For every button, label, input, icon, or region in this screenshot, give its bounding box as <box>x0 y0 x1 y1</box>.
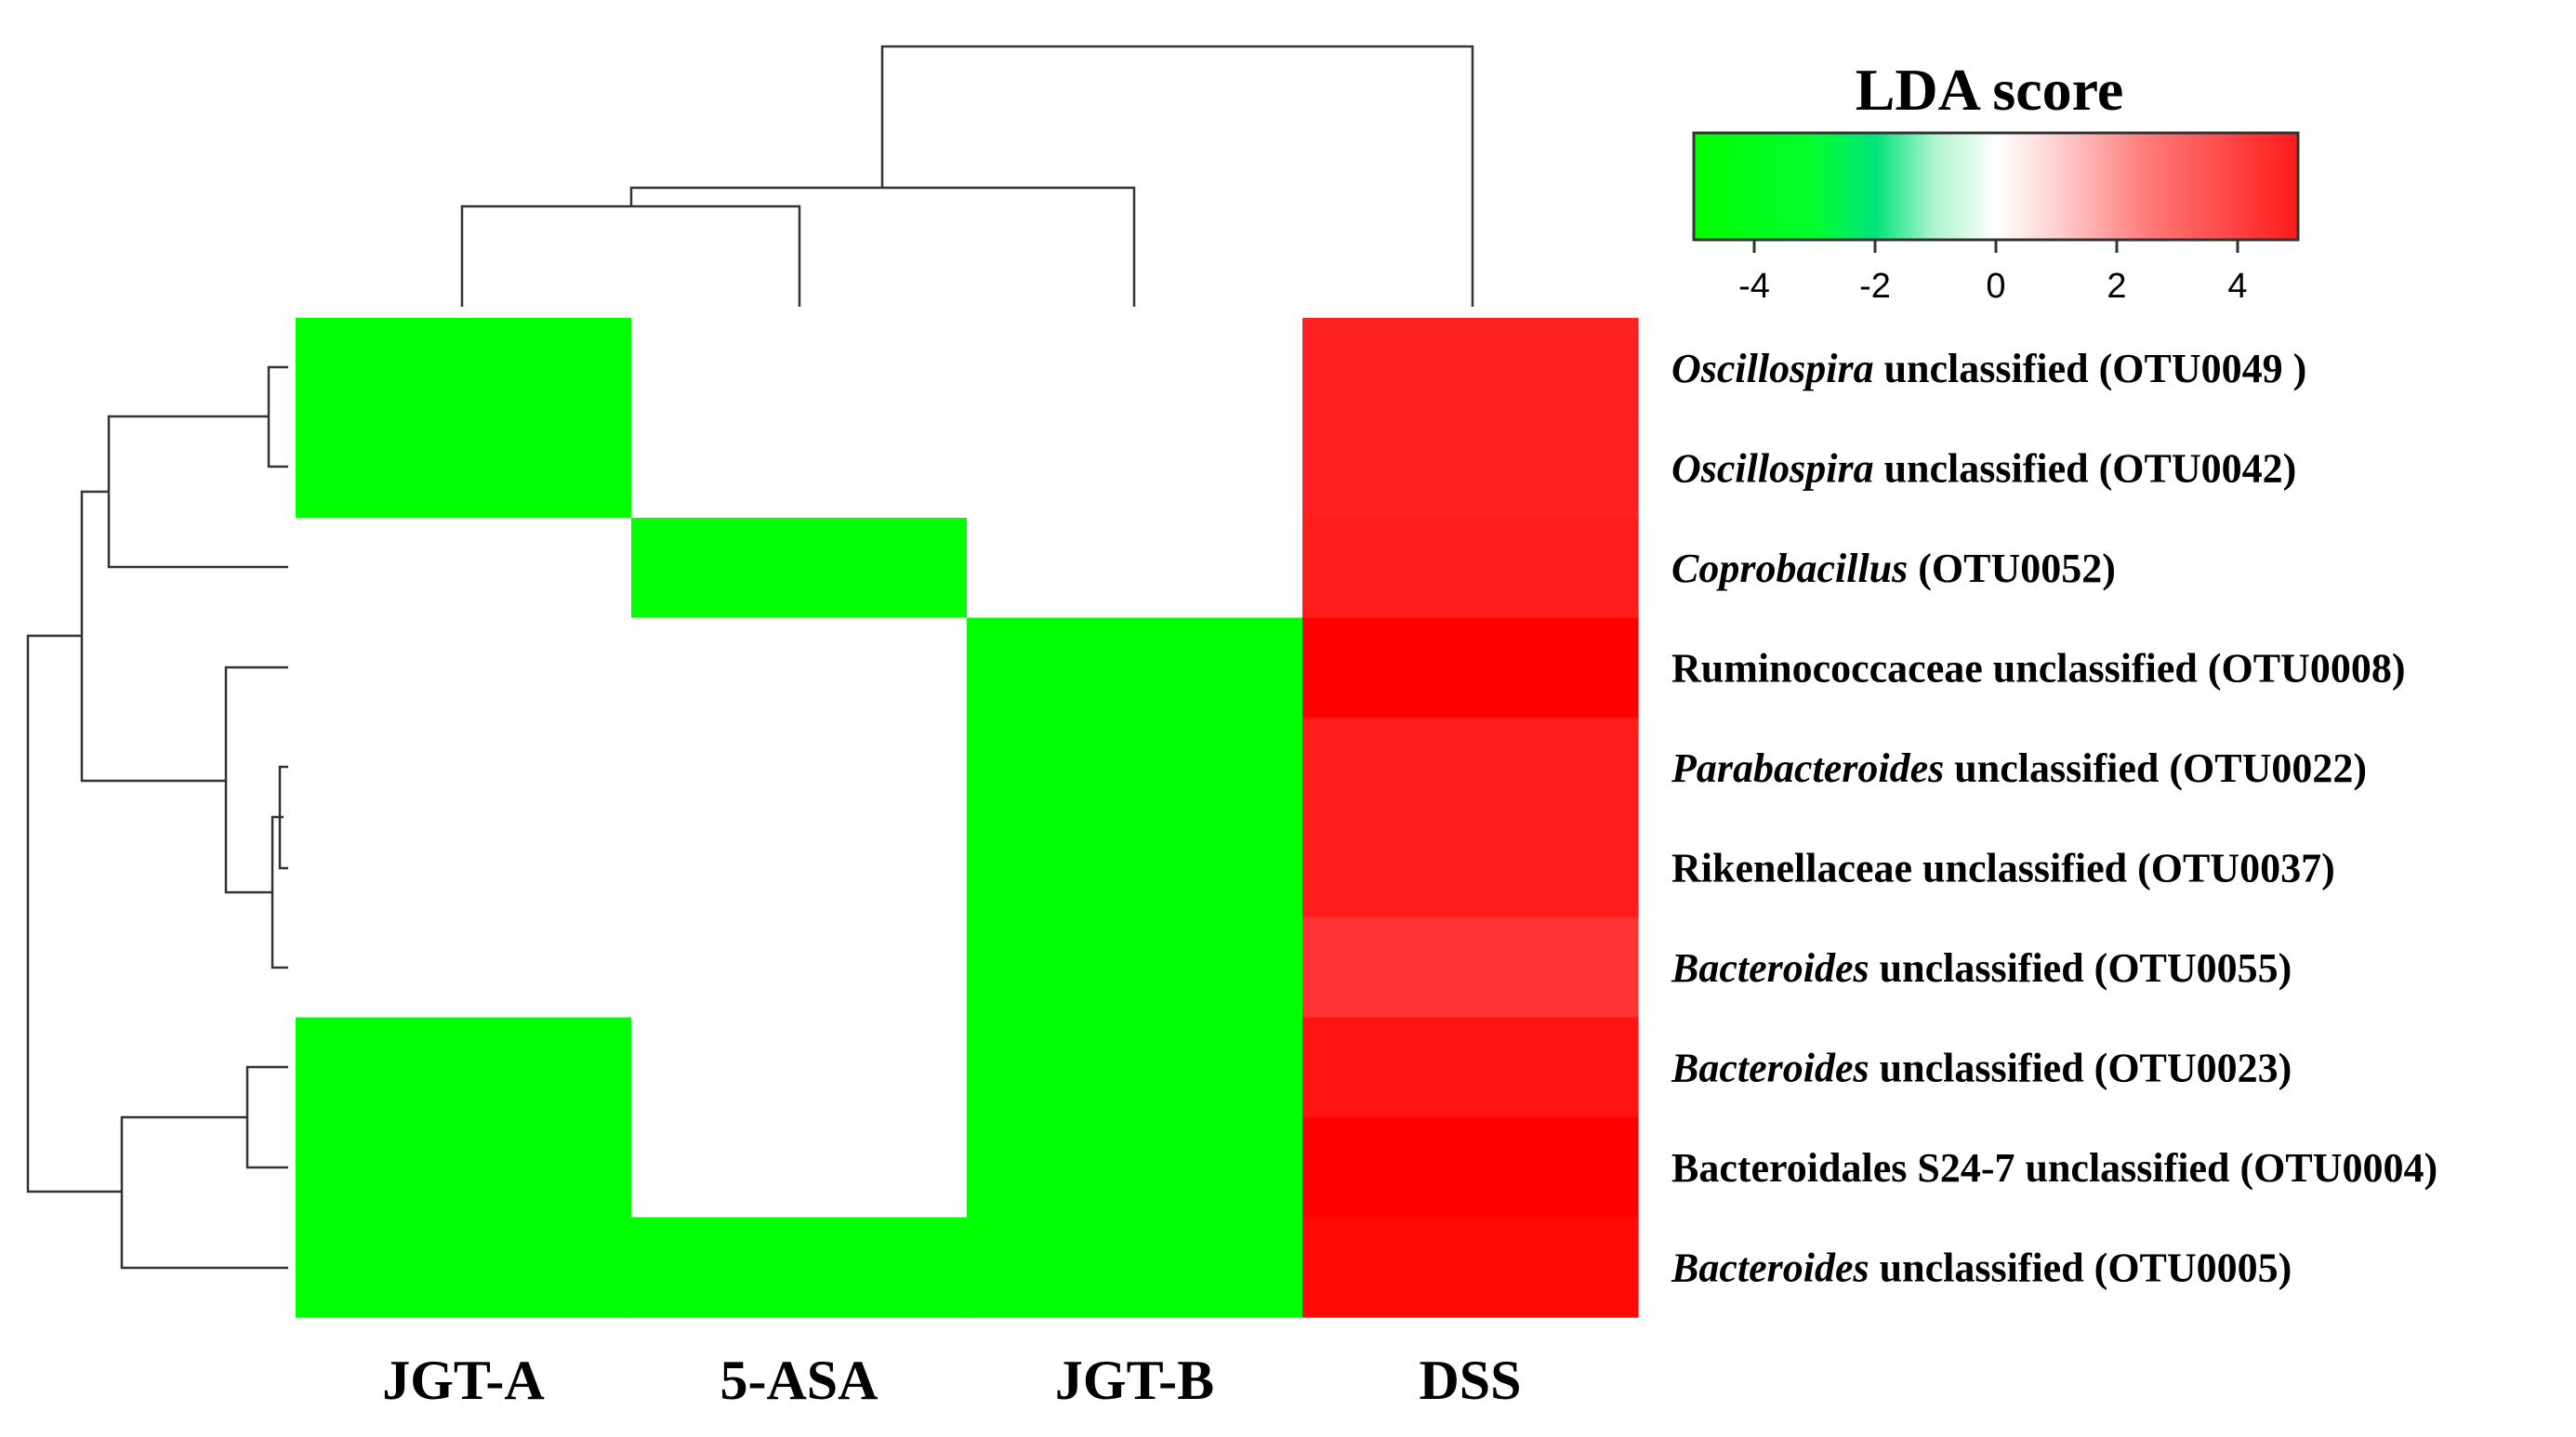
heatmap-cell <box>296 718 632 819</box>
heatmap-cell <box>1302 1117 1639 1219</box>
heatmap-cell <box>967 518 1303 619</box>
heatmap-cell <box>296 617 632 718</box>
colorbar-tick-label: -2 <box>1859 267 1891 306</box>
heatmap-cell <box>1302 718 1639 819</box>
heatmap-cell <box>967 917 1303 1019</box>
heatmap-cell <box>631 1117 968 1219</box>
column-labels: JGT-A 5-ASA JGT-B DSS <box>382 1350 1521 1411</box>
colorbar-gradient <box>1692 131 2300 242</box>
heatmap-cell <box>1302 817 1639 918</box>
column-dendrogram <box>460 45 1474 307</box>
heatmap-cell <box>967 1217 1303 1318</box>
heatmap-cell <box>296 318 632 419</box>
colorbar-tick-label: 4 <box>2227 267 2247 306</box>
col-dendro-branch <box>880 45 1474 307</box>
colorbar-tick-label: 2 <box>2107 267 2126 306</box>
heatmap-cell <box>631 917 968 1019</box>
colorbar-tick-label: 0 <box>1986 267 2005 306</box>
heatmap-cell <box>631 617 968 718</box>
row-label: Oscillospira unclassified (OTU0042) <box>1671 445 2296 491</box>
row-dendro-branch <box>107 415 288 569</box>
heatmap-cell <box>631 417 968 519</box>
row-dendro-branch <box>267 365 288 468</box>
column-label: DSS <box>1419 1350 1521 1411</box>
row-label: Ruminococcaceae unclassified (OTU0008) <box>1671 645 2405 691</box>
heatmap-cell <box>631 817 968 918</box>
row-label: Bacteroides unclassified (OTU0055) <box>1671 945 2292 991</box>
heatmap-cell <box>1302 617 1639 718</box>
row-labels: Oscillospira unclassified (OTU0049 ) Osci… <box>1671 346 2437 1291</box>
colorbar-title: LDA score <box>1856 57 2124 123</box>
heatmap-cell <box>1302 917 1639 1019</box>
heatmap-cell <box>1302 318 1639 419</box>
col-dendro-branch <box>460 204 801 307</box>
heatmap-cell <box>1302 1017 1639 1118</box>
heatmap-cells <box>296 318 1639 1318</box>
heatmap-cell <box>967 817 1303 918</box>
row-dendrogram <box>26 365 288 1270</box>
heatmap-cell <box>296 917 632 1019</box>
heatmap-cell <box>296 1017 632 1118</box>
heatmap-cell <box>967 417 1303 519</box>
heatmap-cell <box>967 718 1303 819</box>
heatmap-cell <box>1302 417 1639 519</box>
heatmap-cell <box>296 817 632 918</box>
heatmap-cell <box>296 1117 632 1219</box>
heatmap-cell <box>967 318 1303 419</box>
colorbar-tick-label: -4 <box>1738 267 1770 306</box>
color-key: LDA score -4 -2 0 2 4 <box>1692 57 2300 306</box>
colorbar-ticks: -4 -2 0 2 4 <box>1738 240 2248 306</box>
row-label: Parabacteroides unclassified (OTU0022) <box>1671 745 2367 791</box>
heatmap-cell <box>967 1017 1303 1118</box>
row-label: Rikenellaceae unclassified (OTU0037) <box>1671 845 2335 890</box>
heatmap-cell <box>967 617 1303 718</box>
heatmap-cell <box>296 417 632 519</box>
row-dendro-branch <box>120 1115 288 1270</box>
heatmap-cell <box>967 1117 1303 1219</box>
row-label: Bacteroides unclassified (OTU0023) <box>1671 1045 2292 1090</box>
row-label: Bacteroidales S24-7 unclassified (OTU000… <box>1671 1145 2437 1191</box>
row-label: Oscillospira unclassified (OTU0049 ) <box>1671 346 2306 391</box>
heatmap-cell <box>631 718 968 819</box>
row-dendro-branch <box>80 490 226 783</box>
heatmap-cell <box>296 518 632 619</box>
heatmap-cell <box>1302 518 1639 619</box>
heatmap-cell <box>1302 1217 1639 1318</box>
heatmap-cell <box>631 1017 968 1118</box>
column-label: JGT-A <box>382 1350 545 1411</box>
heatmap-cell <box>631 1217 968 1318</box>
row-label: Bacteroides unclassified (OTU0005) <box>1671 1245 2292 1290</box>
column-label: 5-ASA <box>720 1350 878 1411</box>
heatmap-cell <box>631 318 968 419</box>
row-dendro-branch <box>26 634 122 1193</box>
row-dendro-branch <box>245 1065 288 1169</box>
row-label: Coprobacillus (OTU0052) <box>1671 546 2116 591</box>
heatmap-cell <box>296 1217 632 1318</box>
column-label: JGT-B <box>1055 1350 1214 1411</box>
heatmap-cell <box>631 518 968 619</box>
